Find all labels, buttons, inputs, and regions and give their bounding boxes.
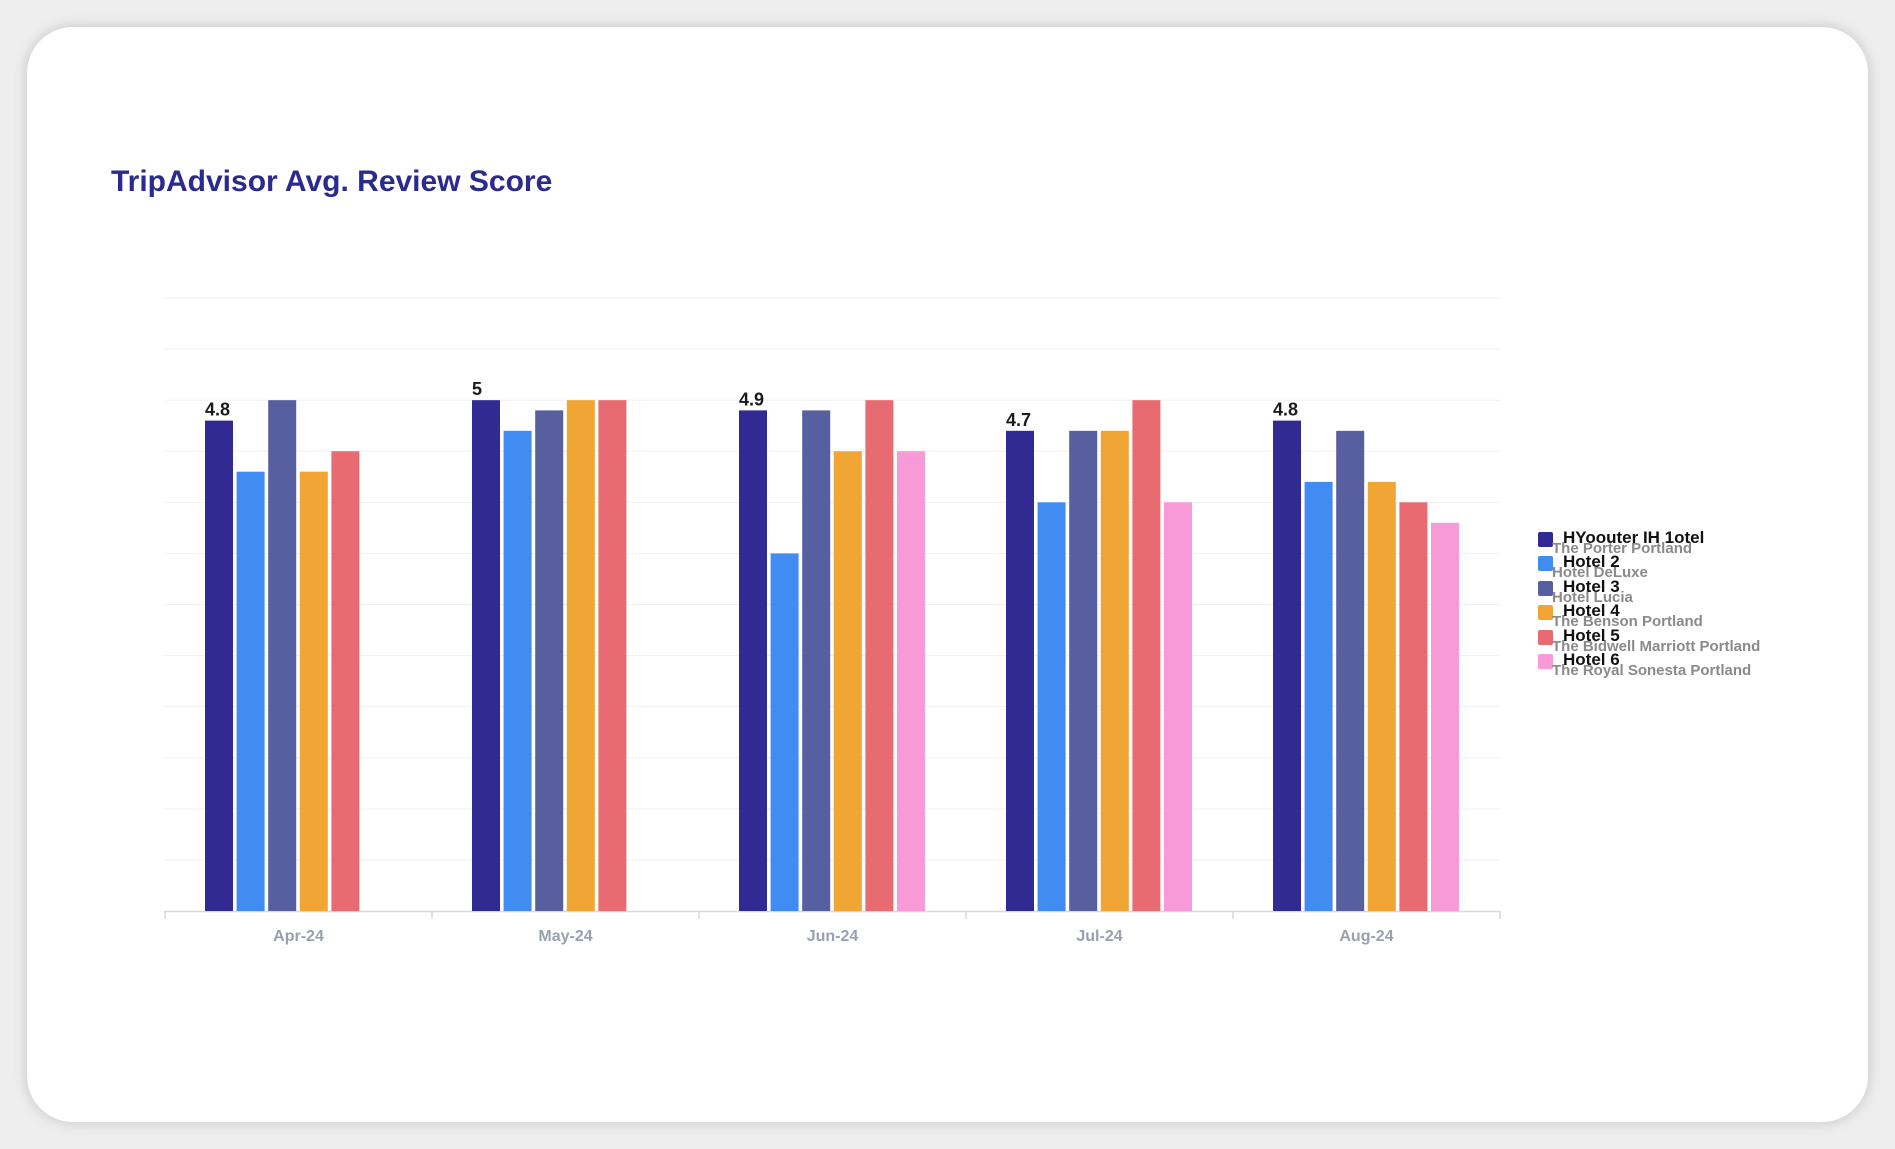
legend-swatch	[1538, 654, 1553, 669]
legend-subtitle: The Royal Sonesta Portland	[1552, 662, 1752, 679]
x-tick-label: Aug-24	[1339, 928, 1393, 945]
legend-subtitle: The Porter Portland	[1552, 540, 1693, 557]
bar-3-aug-24	[1336, 430, 1365, 911]
data-label: 4.7	[1006, 410, 1031, 430]
legend-label: Hotel 4	[1563, 601, 1620, 621]
legend-item: The Benson Portland Hotel 4	[1538, 601, 1838, 630]
legend-item: Hotel DeLuxe Hotel 2	[1538, 552, 1838, 581]
bar-1-apr-24	[205, 420, 233, 911]
data-label: 4.8	[205, 400, 230, 420]
legend-label: Hotel 2	[1563, 552, 1620, 572]
x-tick-label: Jul-24	[1076, 928, 1122, 945]
legend-label: Hotel 5	[1563, 625, 1620, 645]
bar-4-jun-24	[833, 451, 862, 911]
bar-2-aug-24	[1304, 481, 1333, 911]
legend-subtitle: Hotel DeLuxe	[1552, 564, 1648, 582]
x-tick-label: Jun-24	[807, 928, 859, 945]
bar-1-jul-24	[1006, 430, 1034, 911]
legend-label: Hotel 6	[1563, 650, 1620, 669]
data-label: 5	[472, 379, 482, 399]
legend-item: Hotel Lucia Hotel 3	[1538, 576, 1838, 606]
legend-item: The Porter Portland HYoouter IH 1otel	[1538, 528, 1838, 557]
bar-5-apr-24	[331, 451, 360, 911]
legend-swatch	[1538, 580, 1553, 596]
x-tick-label: May-24	[538, 928, 592, 945]
data-label: 4.8	[1273, 400, 1298, 420]
legend-label: HYoouter IH 1otel	[1563, 528, 1705, 547]
bar-6-jul-24	[1164, 502, 1192, 911]
bar-6-jun-24	[897, 451, 925, 911]
bar-3-jun-24	[802, 410, 831, 911]
legend-swatch	[1538, 532, 1553, 547]
bar-4-may-24	[566, 400, 595, 911]
bar-5-jun-24	[865, 400, 894, 911]
bar-3-apr-24	[268, 400, 297, 911]
bar-4-apr-24	[299, 471, 328, 911]
bar-2-apr-24	[236, 471, 265, 911]
bar-4-aug-24	[1367, 481, 1396, 911]
bar-4-jul-24	[1100, 430, 1129, 911]
bar-2-jun-24	[770, 553, 799, 911]
legend-swatch	[1538, 629, 1553, 645]
bar-5-jul-24	[1132, 400, 1161, 911]
chart-title: TripAdvisor Avg. Review Score	[111, 165, 553, 198]
bar-2-may-24	[503, 430, 532, 911]
legend-subtitle: The Benson Portland	[1552, 613, 1703, 631]
bar-1-may-24	[472, 400, 500, 911]
bar-3-jul-24	[1069, 430, 1098, 911]
legend-item: The Bidwell Marriott Portland Hotel 5	[1538, 625, 1838, 655]
legend-label: Hotel 3	[1563, 576, 1620, 596]
legend-swatch	[1538, 605, 1553, 621]
bar-5-aug-24	[1399, 502, 1428, 911]
bar-6-aug-24	[1431, 522, 1459, 911]
chart-legend: The Porter Portland HYoouter IH 1otel Hote…	[1538, 528, 1838, 679]
legend-item: The Royal Sonesta Portland Hotel 6	[1538, 650, 1838, 679]
bar-1-jun-24	[739, 410, 767, 911]
bar-1-aug-24	[1273, 420, 1301, 911]
bar-5-may-24	[598, 400, 627, 911]
x-tick-label: Apr-24	[273, 928, 324, 945]
legend-swatch	[1538, 556, 1553, 572]
bar-2-jul-24	[1037, 502, 1066, 911]
data-label: 4.9	[739, 389, 764, 409]
legend-subtitle: The Bidwell Marriott Portland	[1552, 637, 1761, 655]
legend-subtitle: Hotel Lucia	[1552, 588, 1633, 606]
bar-3-may-24	[535, 410, 564, 911]
